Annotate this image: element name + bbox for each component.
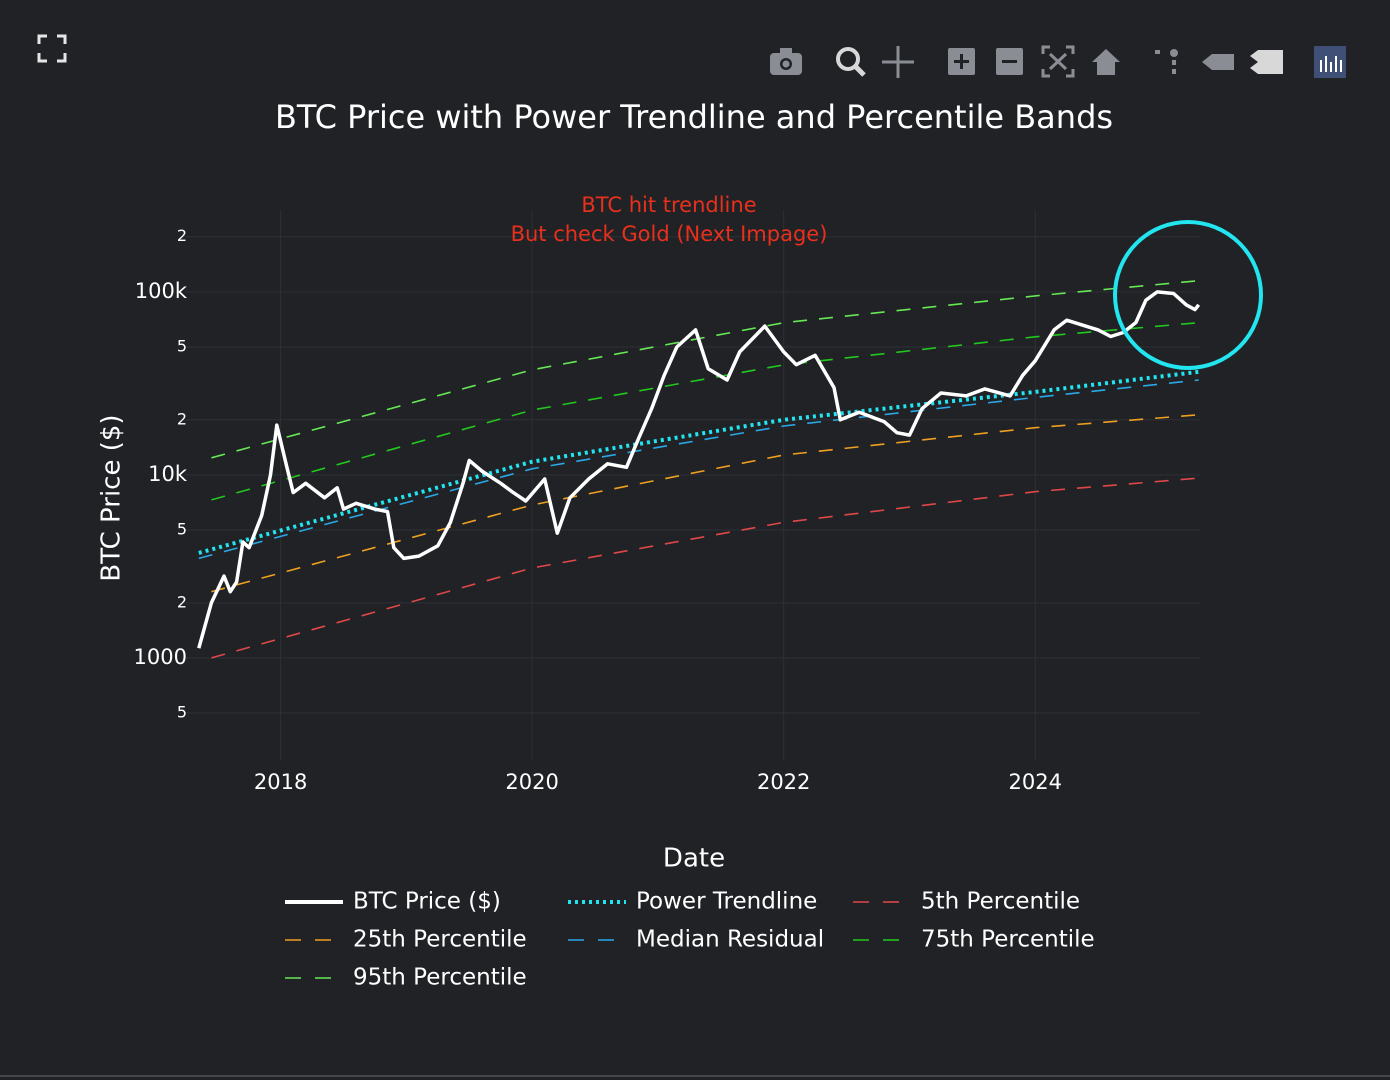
legend-label: Power Trendline	[636, 889, 817, 915]
series-line	[198, 369, 1199, 555]
legend-label: Median Residual	[636, 927, 824, 953]
legend-label: 75th Percentile	[921, 927, 1095, 953]
x-tick-label: 2022	[757, 770, 810, 794]
legend-label: 5th Percentile	[921, 889, 1080, 915]
y-tick-label: 2	[177, 226, 187, 245]
fullscreen-button[interactable]	[37, 34, 67, 63]
zoom-out-button[interactable]	[996, 48, 1023, 75]
plotly-logo[interactable]	[1314, 46, 1346, 78]
x-axis-label: Date	[663, 844, 725, 874]
series-line	[211, 321, 1199, 501]
highlight-circle	[1113, 220, 1263, 370]
pan-button[interactable]	[882, 46, 914, 78]
legend-label: 95th Percentile	[353, 965, 527, 991]
annotation: BTC hit trendline But check Gold (Next Im…	[511, 193, 828, 246]
y-tick-label: 5	[177, 336, 187, 355]
legend-label: BTC Price ($)	[353, 889, 501, 915]
spike-button[interactable]	[1155, 49, 1178, 74]
plot-lines	[197, 279, 1201, 659]
series-line	[211, 279, 1199, 459]
camera-button[interactable]	[770, 48, 802, 75]
series-line	[197, 290, 1201, 649]
y-tick-label: 2	[177, 409, 187, 428]
autoscale-button[interactable]	[1041, 45, 1075, 78]
y-tick-label: 5	[177, 520, 187, 539]
x-tick-label: 2020	[505, 770, 558, 794]
annotation-text: BTC hit trendline	[581, 193, 756, 217]
y-axis-label: BTC Price ($)	[97, 414, 127, 581]
series-line	[211, 477, 1199, 659]
legend-label: 25th Percentile	[353, 927, 527, 953]
y-tick-label: 1000	[134, 645, 187, 669]
zoom-button[interactable]	[836, 47, 866, 77]
annotation-text: But check Gold (Next Impage)	[511, 222, 828, 246]
y-tick-label: 5	[177, 703, 187, 722]
modebar	[770, 45, 1346, 78]
hover-compare-button[interactable]	[1250, 50, 1283, 74]
reset-button[interactable]	[1092, 49, 1120, 75]
hover-closest-button[interactable]	[1202, 54, 1234, 70]
x-tick-label: 2018	[254, 770, 307, 794]
grid: 2018 2020 2022 2024 5 1000 2 5 10k 2 5 100k 2	[134, 210, 1200, 794]
chart-title: BTC Price with Power Trendline and Perce…	[275, 98, 1113, 136]
legend: BTC Price ($) Power Trendline 5th Percenti…	[285, 889, 1095, 991]
y-tick-label: 100k	[135, 279, 188, 303]
y-tick-label: 2	[177, 592, 187, 611]
x-tick-label: 2024	[1009, 770, 1062, 794]
series-line	[211, 414, 1199, 593]
zoom-in-button[interactable]	[948, 48, 975, 75]
series-line	[198, 379, 1199, 560]
y-tick-label: 10k	[148, 462, 188, 486]
